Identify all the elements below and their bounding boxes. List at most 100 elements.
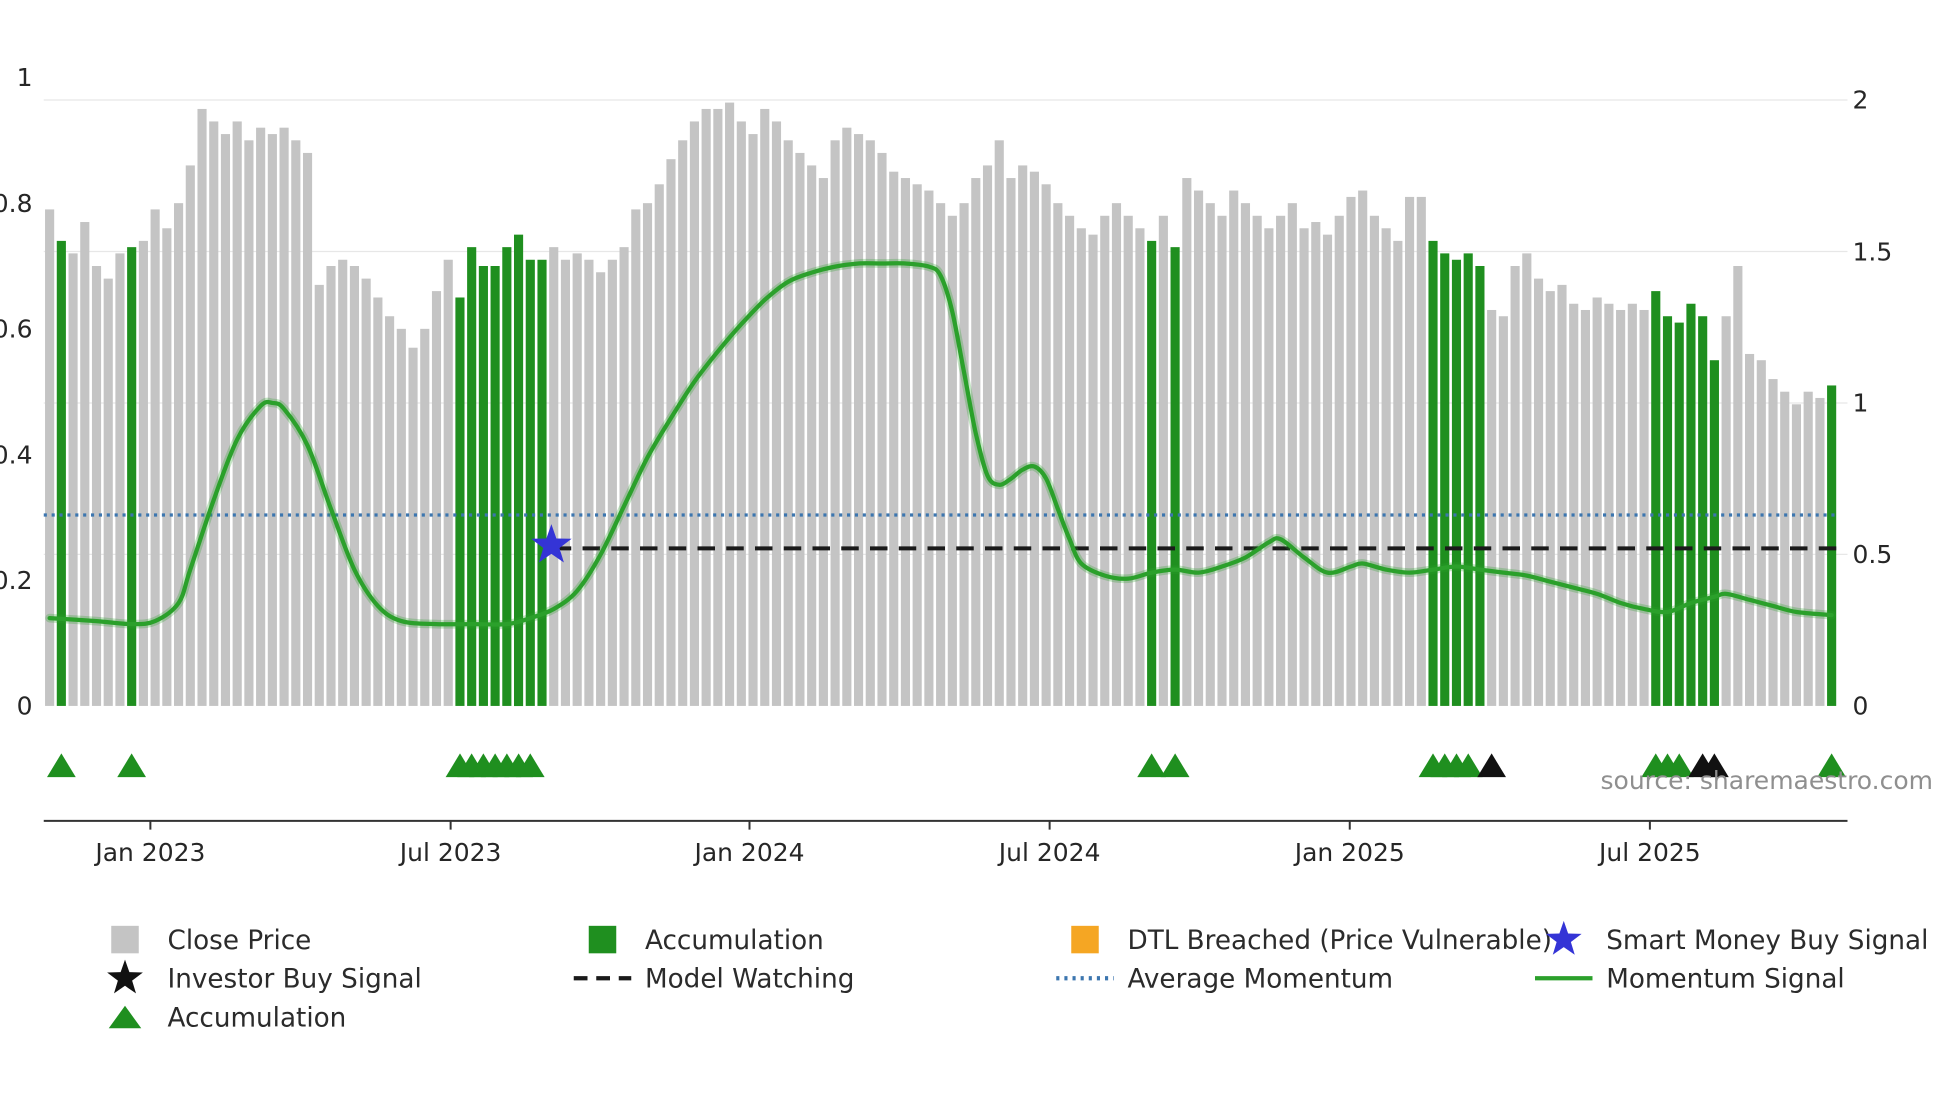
close-price-bar — [748, 134, 758, 706]
close-price-bar — [678, 140, 688, 706]
accumulation-bar — [1686, 303, 1696, 706]
accumulation-markers — [47, 753, 1846, 778]
accumulation-bar — [490, 266, 500, 706]
investor-buy-triangle-marker — [1477, 753, 1506, 778]
accumulation-bar — [1440, 253, 1450, 706]
legend-item-close-price-square: Close Price — [111, 925, 312, 956]
close-price-bar — [1815, 397, 1825, 706]
legend-item-momentum-signal-line: Momentum Signal — [1535, 965, 1845, 995]
dtl-breached-price-vulnerable-swatch-icon — [1071, 925, 1099, 954]
close-price-bar — [1065, 215, 1075, 706]
close-price-bar — [959, 203, 969, 706]
investor-buy-triangle-marker — [1700, 753, 1729, 778]
legend-label: Average Momentum — [1128, 965, 1394, 995]
accumulation-triangle-marker — [1664, 753, 1694, 778]
left-axis-tick-label: 0.6 — [0, 315, 33, 344]
accumulation-triangle-marker — [1160, 753, 1190, 778]
x-axis-tick-label: Jul 2023 — [398, 838, 502, 867]
close-price-bar — [936, 203, 946, 706]
close-price-bar — [619, 247, 629, 706]
close-price-bar — [302, 152, 313, 706]
close-price-bar — [408, 347, 418, 706]
accumulation-bar — [514, 234, 524, 707]
legend-item-dtl-breached-price-vulnerable-square: DTL Breached (Price Vulnerable) — [1071, 925, 1552, 956]
close-price-bar — [1745, 353, 1755, 706]
accumulation-triangle-marker — [1137, 753, 1166, 778]
accumulation-bar — [127, 247, 137, 706]
close-price-bar — [1604, 303, 1614, 706]
right-axis-tick-label: 0 — [1853, 692, 1869, 721]
close-price-bar — [1334, 215, 1344, 706]
close-price-bar — [1041, 184, 1051, 706]
close-price-bar — [1369, 215, 1379, 706]
close-price-bar — [103, 278, 113, 706]
close-price-bar — [947, 215, 957, 706]
close-price-bar — [1287, 203, 1297, 706]
close-price-bar — [1510, 266, 1520, 706]
accumulation-bar — [1698, 316, 1708, 706]
left-axis-tick-label: 0.2 — [0, 566, 33, 595]
close-price-bar — [1358, 190, 1368, 706]
source-credit: source: sharemaestro.com — [1600, 766, 1934, 795]
close-price-bar — [1264, 228, 1274, 706]
close-price-bar — [1381, 228, 1391, 706]
close-price-bar — [1053, 203, 1063, 706]
close-price-bar — [1006, 178, 1016, 706]
close-price-bar — [1158, 215, 1168, 706]
close-price-bar — [1193, 190, 1204, 706]
close-price-bar — [1791, 404, 1802, 706]
x-axis-tick-label: Jul 2024 — [997, 838, 1101, 867]
left-axis-tick-label: 0 — [17, 692, 33, 721]
close-price-bar — [865, 140, 875, 706]
close-price-bar — [1487, 309, 1497, 706]
close-price-bar — [924, 190, 934, 706]
close-price-bar — [549, 247, 559, 706]
close-price-bar — [68, 253, 78, 706]
close-price-bar — [771, 121, 782, 706]
close-price-bar — [736, 121, 746, 706]
close-price-bar — [900, 178, 911, 706]
close-price-bar — [1229, 190, 1239, 706]
smart-money-buy-signal-star-icon — [1545, 920, 1582, 955]
legend-item-smart-money-buy-signal-star: Smart Money Buy Signal — [1545, 920, 1928, 956]
close-price-bar — [631, 209, 641, 706]
close-price-bar — [795, 152, 805, 706]
accumulation-bar — [467, 247, 477, 706]
x-axis-tick-label: Jan 2024 — [692, 838, 804, 867]
close-price-bar — [1205, 203, 1215, 706]
close-price-bar — [1405, 196, 1415, 706]
close-price-bar — [1393, 240, 1403, 706]
close-price-bar — [982, 165, 993, 706]
x-axis-tick-label: Jan 2025 — [1293, 838, 1405, 867]
legend-item-accumulation-triangle: Accumulation — [108, 1003, 346, 1033]
accumulation-bar — [455, 297, 465, 706]
right-axis-tick-label: 1.5 — [1853, 237, 1893, 266]
close-price-bar — [1780, 391, 1790, 706]
close-price-bar — [596, 272, 606, 706]
close-price-bar — [209, 121, 219, 706]
close-price-bar — [1111, 203, 1122, 706]
legend-label: Close Price — [168, 926, 312, 956]
price-bars — [45, 102, 1837, 707]
left-axis-tick-label: 0.4 — [0, 440, 33, 469]
accumulation-bar — [1147, 240, 1157, 706]
legend-label: Momentum Signal — [1606, 965, 1844, 995]
accumulation-bar — [56, 240, 66, 706]
investor-buy-markers — [1477, 753, 1729, 778]
close-price-bar — [1627, 303, 1637, 706]
close-price-bar — [572, 253, 582, 706]
close-price-bar — [1639, 309, 1649, 706]
close-price-bar — [1182, 178, 1192, 706]
close-price-bar — [443, 259, 453, 706]
close-price-bar — [1498, 316, 1508, 706]
close-price-bar — [1088, 234, 1098, 707]
legend-item-model-watching-dashed-line: Model Watching — [573, 965, 854, 995]
close-price-bar — [45, 209, 55, 706]
accumulation-bar — [1651, 291, 1661, 706]
legend-label: Model Watching — [645, 965, 854, 995]
close-price-bar — [232, 121, 242, 706]
right-axis-tick-label: 1 — [1853, 389, 1869, 418]
close-price-bar — [1322, 234, 1333, 707]
legend-label: Smart Money Buy Signal — [1606, 926, 1928, 956]
close-price-bar — [1569, 303, 1579, 706]
